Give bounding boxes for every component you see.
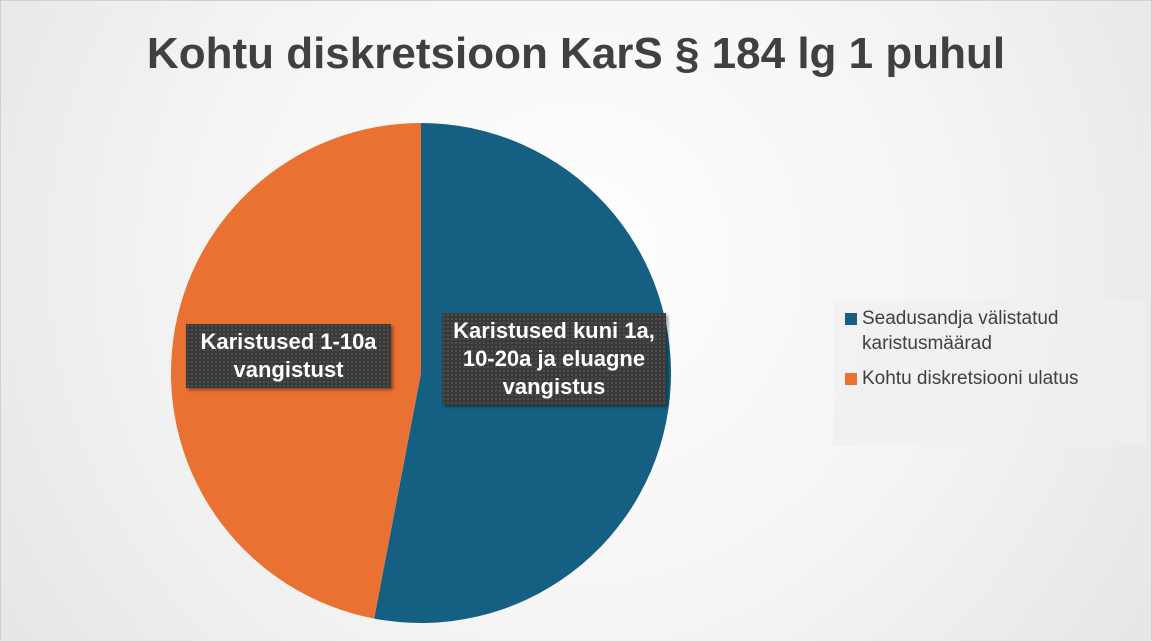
data-label: Karistused kuni 1a, 10-20a ja eluagne va…	[442, 313, 666, 405]
legend-label: Kohtu diskretsiooni ulatus	[862, 368, 1079, 389]
chart-title: Kohtu diskretsioon KarS § 184 lg 1 puhul	[146, 29, 1006, 78]
legend-swatch	[845, 313, 857, 325]
data-label: Karistused 1-10a vangistust	[186, 324, 391, 388]
legend: Seadusandja välistatud karistusmäärad Koh…	[833, 301, 1146, 446]
legend-swatch	[845, 373, 857, 385]
legend-label: Seadusandja välistatud karistusmäärad	[862, 308, 1059, 354]
legend-item: Seadusandja välistatud karistusmäärad	[845, 306, 1146, 356]
legend-item: Kohtu diskretsiooni ulatus	[845, 366, 1146, 391]
